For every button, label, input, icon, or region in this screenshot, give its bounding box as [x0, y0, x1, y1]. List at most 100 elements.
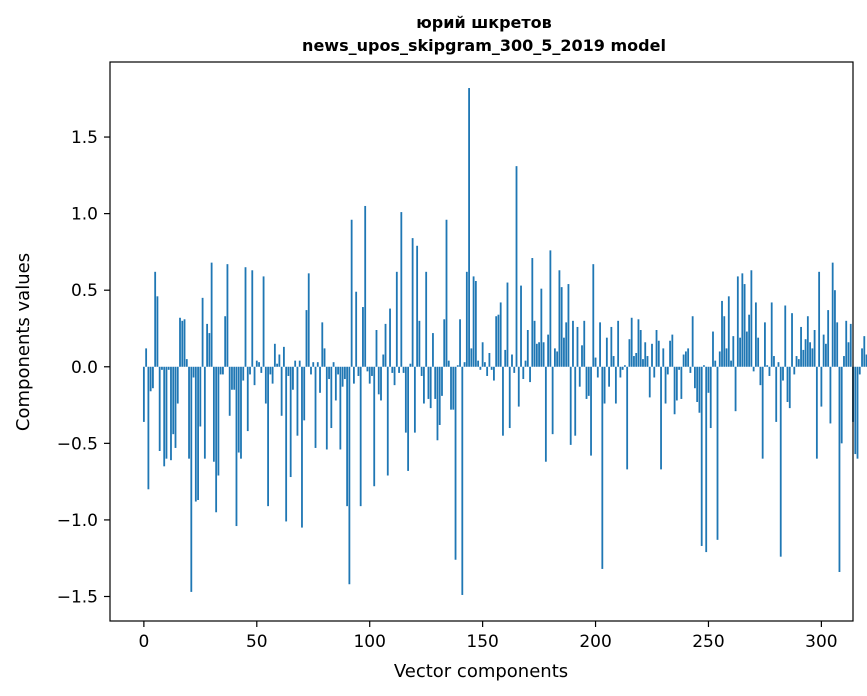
x-tick-label: 150: [466, 632, 498, 652]
bar: [669, 340, 671, 367]
bar: [678, 366, 681, 370]
bar: [594, 357, 597, 367]
bar: [350, 219, 353, 367]
bar: [739, 337, 741, 367]
bar: [377, 366, 380, 395]
bar: [813, 330, 816, 367]
bar: [357, 366, 360, 376]
bar: [251, 270, 254, 367]
bar: [705, 366, 708, 553]
bar: [393, 366, 396, 386]
bar: [730, 360, 732, 367]
bar: [777, 362, 780, 367]
bar: [163, 366, 166, 467]
bar: [404, 366, 407, 433]
bar: [443, 319, 446, 367]
bar: [764, 322, 766, 367]
bar: [657, 340, 660, 367]
bar: [734, 366, 737, 412]
bar: [206, 323, 209, 367]
bar: [624, 365, 626, 367]
bar: [603, 366, 606, 404]
bar: [517, 366, 520, 407]
bar: [391, 366, 394, 373]
bar: [172, 366, 175, 435]
bar: [373, 366, 376, 487]
y-tick-label: 0.5: [71, 281, 98, 301]
bar: [684, 351, 687, 367]
bar: [386, 366, 389, 476]
bar: [488, 352, 491, 367]
bar: [298, 360, 301, 367]
bar: [558, 270, 561, 367]
bar: [565, 322, 568, 367]
bar: [626, 366, 629, 470]
x-axis-label: Vector components: [394, 661, 568, 682]
bar: [158, 366, 161, 451]
bar: [450, 366, 452, 410]
bar: [255, 360, 258, 367]
bar: [465, 271, 468, 367]
bar: [170, 366, 172, 461]
bar: [707, 366, 710, 393]
bar: [703, 365, 705, 367]
chart-subtitle: news_upos_skipgram_300_5_2019 model: [302, 36, 666, 55]
bar: [587, 366, 590, 396]
bar: [456, 365, 459, 367]
bar: [633, 356, 635, 367]
bar: [664, 366, 667, 404]
bar: [276, 363, 279, 367]
bar: [226, 264, 229, 367]
bar: [741, 273, 744, 367]
bar: [334, 366, 337, 401]
bar: [583, 320, 586, 367]
bar: [413, 366, 416, 433]
bar: [341, 366, 344, 387]
bar: [820, 366, 823, 407]
bar: [806, 316, 809, 367]
bar: [481, 342, 484, 367]
bar: [836, 322, 839, 367]
bar: [416, 245, 419, 367]
bar: [736, 276, 739, 367]
bar: [563, 337, 565, 367]
bar: [319, 366, 321, 393]
bar: [183, 319, 186, 367]
bar: [427, 366, 430, 399]
bar: [231, 366, 233, 390]
bar: [179, 317, 181, 367]
bar: [599, 322, 601, 367]
bar: [384, 323, 387, 367]
x-axis-ticks: 0 50 100 150 200 250 300: [138, 621, 838, 652]
bar: [362, 307, 364, 367]
bar: [551, 366, 554, 435]
bar: [854, 366, 857, 455]
bar: [242, 366, 245, 381]
bar: [578, 366, 581, 387]
bar: [601, 366, 604, 569]
bar: [590, 366, 592, 456]
bar: [718, 351, 721, 367]
bar: [508, 366, 511, 429]
bar: [506, 282, 509, 367]
bar: [212, 366, 215, 462]
bar: [346, 366, 349, 507]
bar: [321, 322, 324, 367]
bar: [389, 308, 391, 367]
bar: [811, 348, 814, 367]
bar: [287, 366, 290, 376]
bar: [815, 366, 818, 459]
bar: [203, 366, 206, 459]
bar: [743, 284, 746, 367]
bar: [402, 366, 405, 373]
bar: [698, 366, 701, 413]
bar: [861, 348, 863, 367]
x-tick-label: 0: [138, 632, 149, 652]
bar: [192, 366, 195, 378]
bar: [520, 285, 522, 367]
y-tick-label: −0.5: [57, 434, 98, 454]
bar: [190, 366, 193, 592]
bar: [147, 366, 150, 490]
bar: [694, 366, 696, 389]
bar: [689, 366, 692, 373]
